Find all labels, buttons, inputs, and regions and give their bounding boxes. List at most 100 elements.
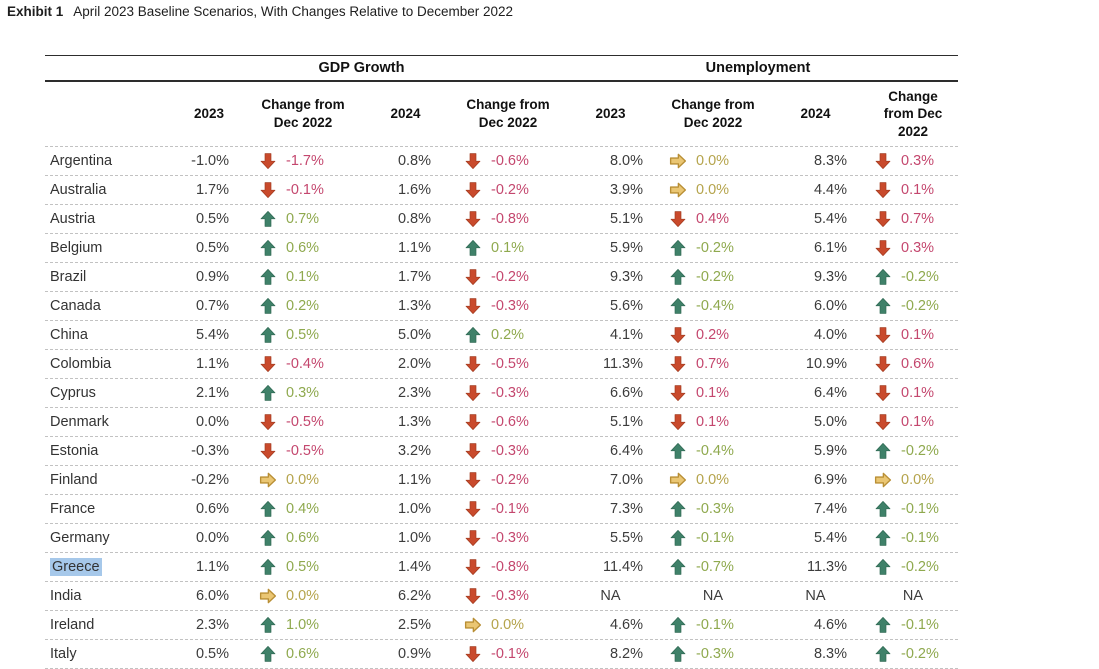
value-cell: 0.5% [195,646,229,662]
country-label: Denmark [50,414,109,430]
value-cell: 8.3% [813,646,847,662]
down-arrow-icon [465,211,481,228]
country-label: France [50,501,96,517]
change-cell: 0.7% [253,205,353,233]
value-cell: 1.1% [195,559,229,575]
up-arrow-icon [670,442,686,459]
change-value: -0.5% [286,414,324,430]
value-cell: 9.3% [813,269,847,285]
up-arrow-icon [875,297,891,314]
value-cell: 6.2% [397,588,431,604]
down-arrow-icon [670,211,686,228]
change-value: 0.7% [286,211,320,227]
value-cell: 2.0% [397,356,431,372]
country-label: Argentina [50,153,113,169]
country-label: Australia [50,182,107,198]
change-cell: -0.3% [458,292,558,320]
change-value: -0.1% [696,530,734,546]
down-arrow-icon [875,356,891,373]
value-cell: 6.0% [813,298,847,314]
change-cell: -0.2% [868,292,958,320]
down-arrow-icon [465,501,481,518]
country-label: Brazil [50,269,87,285]
change-cell: -0.2% [663,263,763,291]
down-arrow-icon [875,240,891,257]
up-arrow-icon [260,616,276,633]
table-row: Colombia 1.1% -0.4% 2.0% -0.5% 11.3% 0.7% 10.9%… [45,349,958,378]
change-cell: -0.4% [663,292,763,320]
value-cell: 5.9% [609,240,643,256]
change-cell: -0.3% [458,524,558,552]
change-value: 0.7% [696,356,730,372]
change-cell: -0.8% [458,553,558,581]
change-value: -0.2% [901,646,939,662]
down-arrow-icon [670,327,686,344]
change-value: 0.4% [286,501,320,517]
up-arrow-icon [875,500,891,517]
change-value: 0.1% [901,385,935,401]
table-row: Argentina -1.0% -1.7% 0.8% -0.6% 8.0% 0.0% 8.3%… [45,146,958,175]
value-cell: 0.5% [195,240,229,256]
change-cell: -0.2% [458,176,558,204]
up-arrow-icon [670,645,686,662]
subheader-change-col4: Change from Dec 2022 [466,97,550,130]
value-cell: 1.7% [195,182,229,198]
country-cell: Denmark [45,408,165,436]
change-value: -0.1% [901,617,939,633]
change-cell: -0.5% [458,350,558,378]
change-value: -0.1% [696,617,734,633]
subheader-year-col7: 2024 [800,106,831,122]
change-cell: -0.7% [663,553,763,581]
change-value: 0.0% [696,182,730,198]
country-cell: China [45,321,165,349]
change-cell: 0.3% [868,147,958,175]
change-value: 0.2% [696,327,730,343]
change-cell: -0.5% [253,408,353,436]
change-cell-na: NA [902,588,924,604]
value-cell: 10.9% [805,356,847,372]
change-value: 0.1% [901,414,935,430]
change-value: 0.1% [491,240,525,256]
change-cell: -0.2% [868,263,958,291]
change-cell: 0.1% [663,379,763,407]
change-value: 0.3% [901,153,935,169]
change-value: -0.3% [491,385,529,401]
subheader-year-col3: 2024 [390,106,421,122]
down-arrow-icon [465,472,481,489]
change-cell: 0.0% [868,466,958,494]
table-row: Ireland 2.3% 1.0% 2.5% 0.0% 4.6% -0.1% 4.6% -0.1… [45,610,958,639]
value-cell: 5.4% [195,327,229,343]
down-arrow-icon [260,153,276,170]
subheader-change-col8: Change from Dec 2022 [883,88,943,139]
change-value: 0.0% [901,472,935,488]
change-cell: -0.4% [253,350,353,378]
change-cell: -0.5% [253,437,353,465]
change-value: -1.7% [286,153,324,169]
down-arrow-icon [875,211,891,228]
change-cell: 0.0% [458,611,558,639]
country-cell: Brazil [45,263,165,291]
value-cell: 3.2% [397,443,431,459]
change-value: -0.5% [286,443,324,459]
table-row: Australia 1.7% -0.1% 1.6% -0.2% 3.9% 0.0% 4.4% 0… [45,175,958,204]
exhibit-title-text: April 2023 Baseline Scenarios, With Chan… [73,4,514,19]
value-cell: 0.9% [195,269,229,285]
change-value: -0.2% [901,559,939,575]
change-value: 1.0% [286,617,320,633]
value-cell: 0.5% [195,211,229,227]
change-value: -0.8% [491,211,529,227]
change-value: -0.5% [491,356,529,372]
change-value: -0.2% [491,182,529,198]
value-cell: -0.3% [191,443,229,459]
value-cell: 6.4% [609,443,643,459]
value-cell: 1.4% [397,559,431,575]
change-cell: 0.1% [458,234,558,262]
change-cell: -0.1% [663,524,763,552]
down-arrow-icon [875,385,891,402]
value-cell: 4.0% [813,327,847,343]
group-header-row: GDP Growth Unemployment [45,55,958,82]
change-cell: -0.1% [253,176,353,204]
change-value: 0.1% [286,269,320,285]
change-value: -0.3% [696,501,734,517]
value-cell: 1.6% [397,182,431,198]
